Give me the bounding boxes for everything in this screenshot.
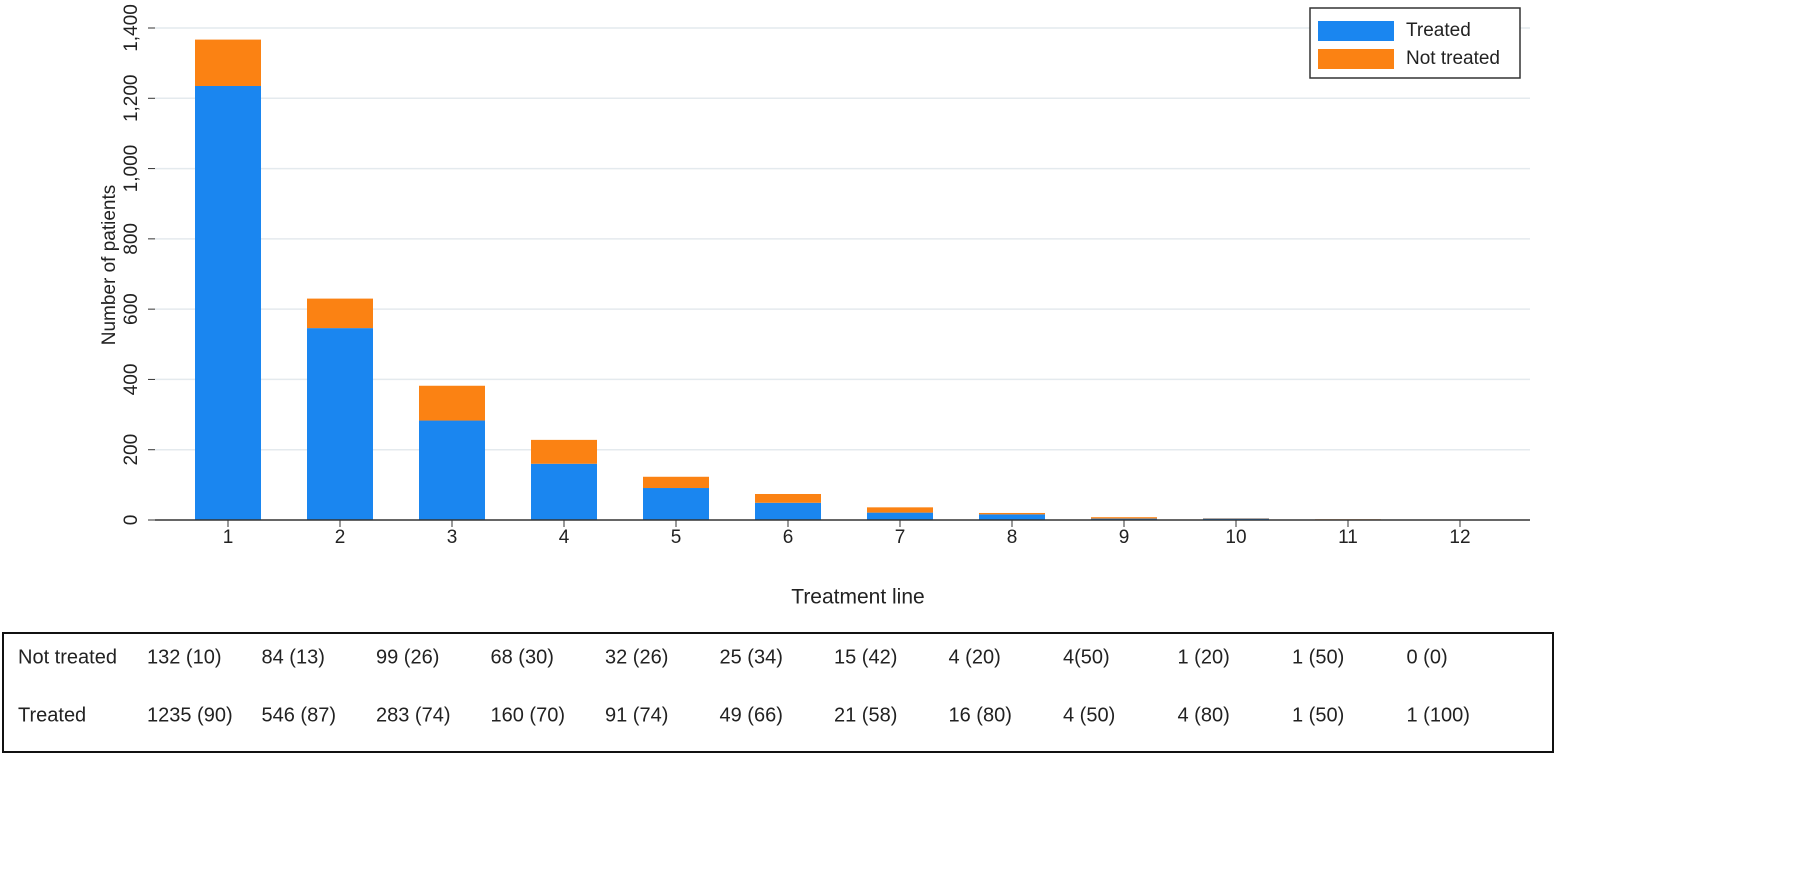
table-cell: 1235 (90) [147,704,233,726]
y-axis-label: Number of patients [99,185,120,346]
bar-segment [195,39,261,86]
x-tick-label: 8 [1007,527,1018,548]
bar-segment [1091,517,1157,519]
table-cell: 0 (0) [1407,646,1448,668]
table-cell: 546 (87) [262,704,337,726]
legend-swatch [1318,49,1394,69]
legend-swatch [1318,21,1394,41]
legend-label: Not treated [1406,48,1500,69]
table-cell: 4 (20) [949,646,1001,668]
table-cell: 49 (66) [720,704,783,726]
table-cell: 21 (58) [834,704,897,726]
x-tick-label: 1 [223,527,234,548]
y-tick-label: 400 [121,364,142,396]
table-row-label: Not treated [18,646,117,668]
y-tick-label: 1,000 [121,145,142,193]
table-cell: 32 (26) [605,646,668,668]
table-cell: 132 (10) [147,646,222,668]
table-cell: 25 (34) [720,646,783,668]
x-tick-label: 12 [1449,527,1470,548]
bar-segment [643,488,709,520]
x-tick-label: 3 [447,527,458,548]
table-row-label: Treated [18,704,86,726]
x-tick-label: 4 [559,527,570,548]
y-tick-label: 1,200 [121,75,142,123]
table-cell: 99 (26) [376,646,439,668]
table-cell: 1 (50) [1292,646,1344,668]
bar-segment [867,507,933,513]
bar-segment [531,463,597,520]
x-tick-label: 2 [335,527,346,548]
x-tick-label: 6 [783,527,794,548]
table-cell: 1 (50) [1292,704,1344,726]
bar-segment [307,298,373,329]
table-cell: 91 (74) [605,704,668,726]
y-tick-label: 0 [121,515,142,526]
bar-segment [195,85,261,520]
bar-segment [979,512,1045,515]
table-cell: 16 (80) [949,704,1012,726]
y-tick-label: 200 [121,434,142,466]
bar-segment [531,439,597,464]
x-tick-label: 5 [671,527,682,548]
bar-segment [419,420,485,520]
bar-segment [755,493,821,503]
table-cell: 1 (100) [1407,704,1470,726]
table-cell: 160 (70) [491,704,566,726]
bar-segment [979,514,1045,520]
table-frame [2,632,1554,753]
table-cell: 4 (50) [1063,704,1115,726]
x-tick-label: 9 [1119,527,1130,548]
bar-segment [755,502,821,520]
table-cell: 1 (20) [1178,646,1230,668]
table-cell: 4(50) [1063,646,1110,668]
legend-label: Treated [1406,20,1471,41]
x-tick-label: 11 [1338,527,1358,548]
x-tick-label: 10 [1225,527,1246,548]
x-tick-label: 7 [895,527,906,548]
y-tick-label: 600 [121,293,142,325]
bar-segment [419,385,485,421]
y-tick-label: 1,400 [121,4,142,52]
table-cell: 283 (74) [376,704,451,726]
table-cell: 15 (42) [834,646,897,668]
y-tick-label: 800 [121,223,142,255]
bar-segment [867,512,933,520]
bar-segment [643,476,709,489]
table-cell: 84 (13) [262,646,325,668]
table-cell: 68 (30) [491,646,554,668]
table-cell: 4 (80) [1178,704,1230,726]
x-axis-label: Treatment line [791,586,924,609]
bar-segment [307,328,373,520]
